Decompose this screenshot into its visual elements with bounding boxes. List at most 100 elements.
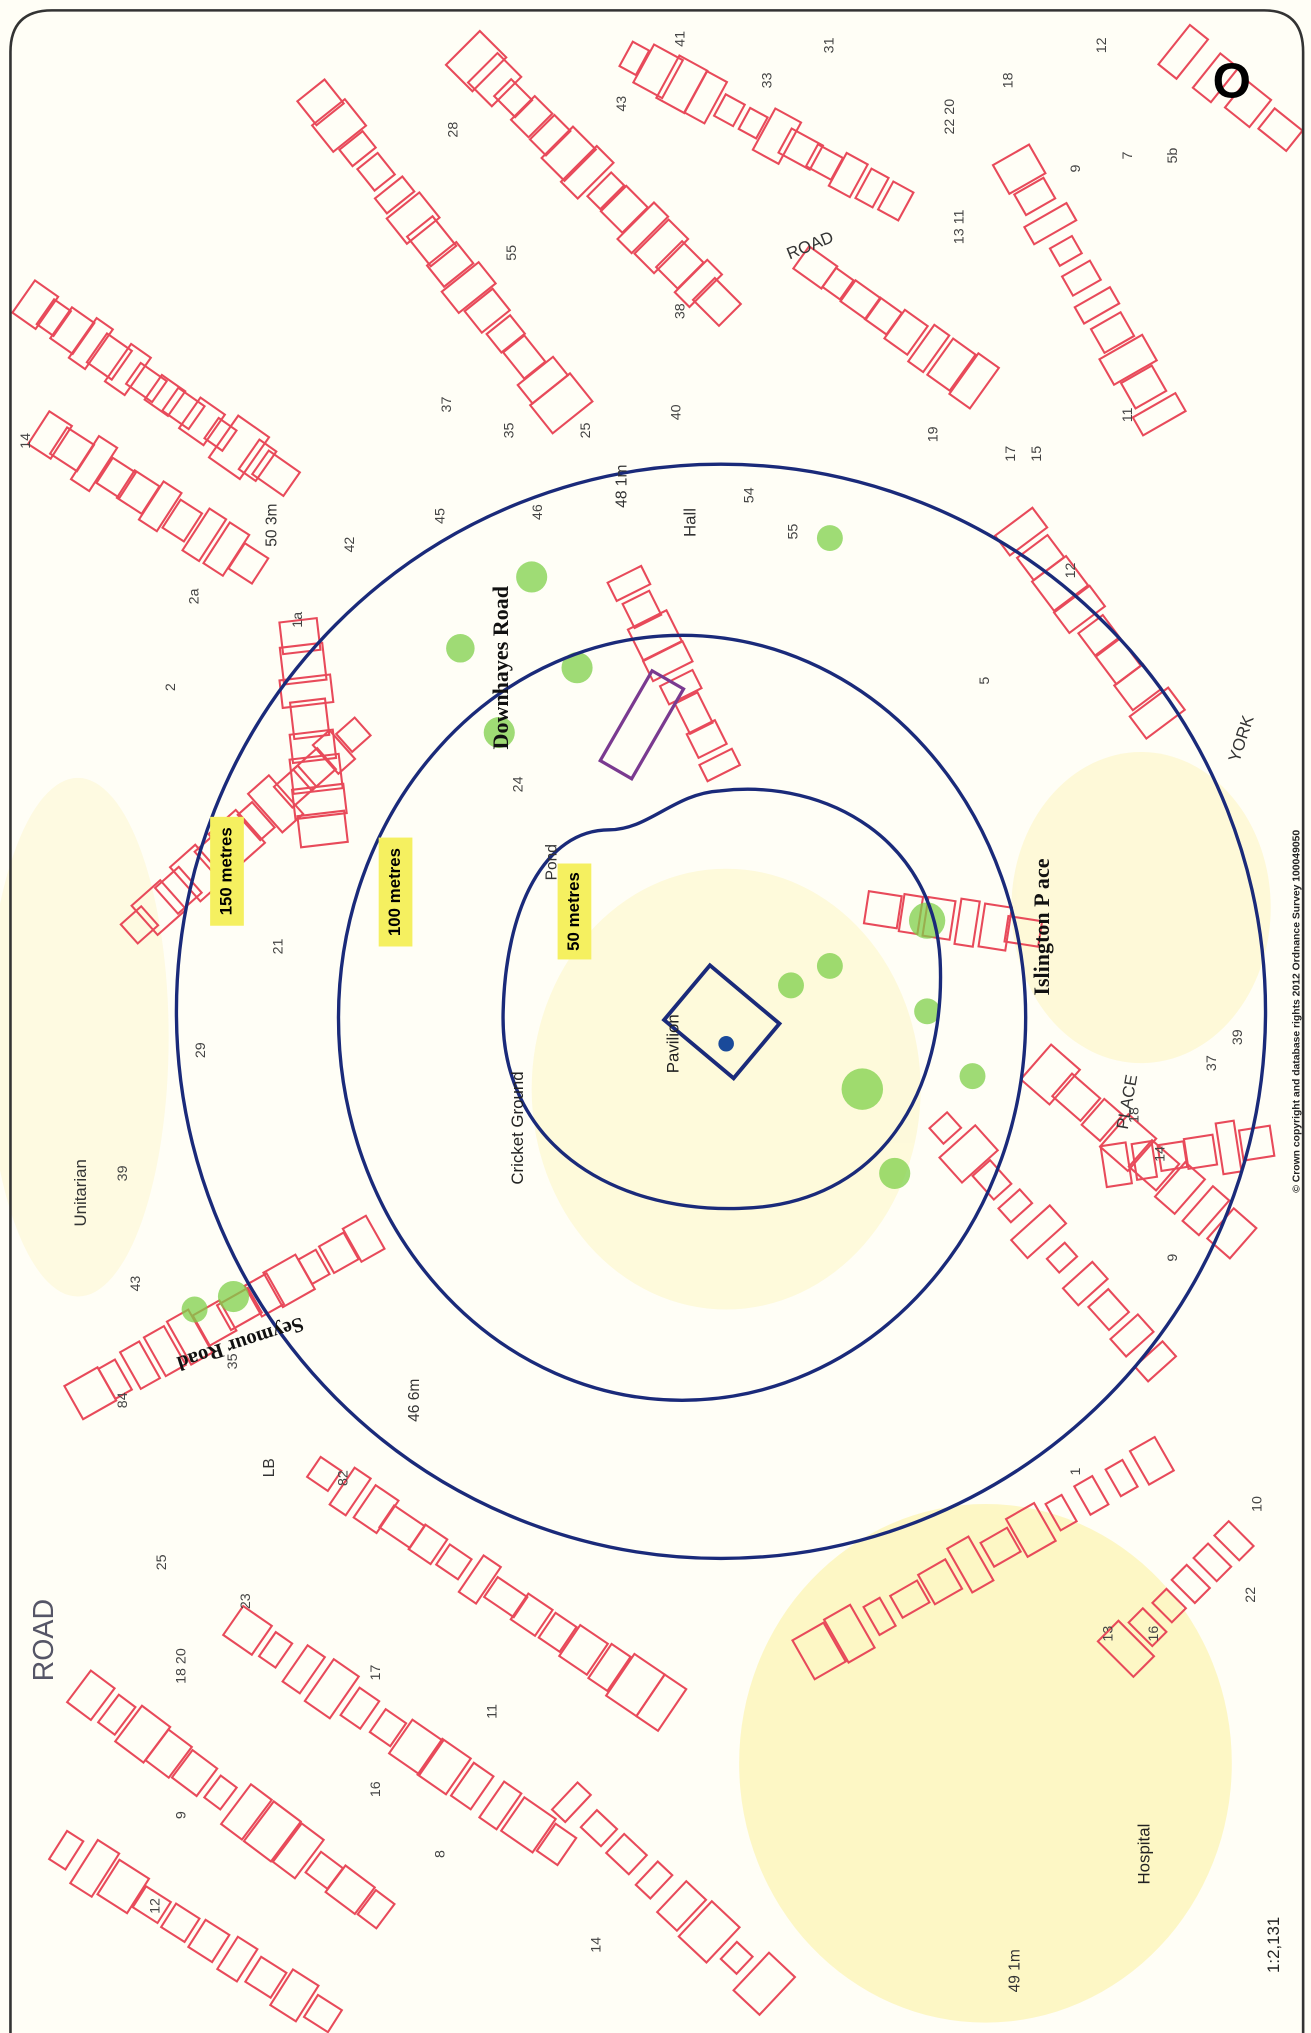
house-number: 23 [238, 1593, 254, 1609]
building [334, 716, 373, 754]
building [69, 434, 119, 493]
house-number: 82 [335, 1470, 351, 1486]
frame [9, 9, 1305, 2033]
building [1019, 1043, 1082, 1106]
building [250, 449, 302, 498]
map-label: 50 metres [564, 872, 583, 951]
house-number: 39 [1230, 1029, 1246, 1045]
building [131, 1884, 173, 1925]
building [1128, 686, 1187, 741]
house-number: 29 [193, 1042, 209, 1058]
building [1076, 613, 1121, 658]
building [876, 180, 915, 222]
house-number: 16 [368, 1781, 384, 1797]
building [153, 865, 204, 916]
building [685, 718, 729, 760]
building [1108, 1312, 1155, 1358]
building [1048, 234, 1084, 268]
building [997, 1187, 1034, 1224]
building [991, 143, 1047, 196]
building [1133, 1339, 1178, 1383]
house-number: 9 [173, 1811, 189, 1819]
building [68, 1838, 121, 1899]
building [537, 1611, 578, 1654]
building [466, 51, 523, 108]
building [682, 69, 729, 125]
building [535, 1822, 578, 1867]
building [492, 77, 534, 119]
house-number: 1 [1068, 1468, 1084, 1476]
house-number: 45 [433, 508, 449, 524]
house-number: 35 [501, 422, 517, 438]
building [938, 1123, 1000, 1184]
building [658, 668, 703, 706]
building [103, 342, 153, 397]
building [925, 337, 977, 393]
building [243, 1955, 288, 2000]
building [1098, 1112, 1158, 1173]
building [732, 1951, 797, 2017]
house-number: 54 [741, 487, 757, 503]
map-label: Cricket Ground [508, 1071, 527, 1184]
building [317, 1231, 361, 1275]
building [161, 498, 204, 543]
building [242, 1799, 303, 1863]
building [633, 218, 690, 275]
building [207, 414, 271, 481]
map-label: 100 metres [385, 848, 404, 936]
building [47, 1829, 85, 1871]
building [953, 897, 981, 948]
map-label: ROAD [28, 1599, 60, 1681]
house-number: 12 [1094, 37, 1110, 53]
building [1223, 78, 1273, 129]
building [691, 276, 743, 328]
building [159, 1902, 201, 1944]
building [170, 1748, 219, 1798]
building [236, 800, 277, 842]
building [1170, 1563, 1212, 1605]
building [1045, 1241, 1079, 1275]
building [1086, 1287, 1131, 1332]
building [95, 456, 138, 500]
map-label: Downhayes Road [488, 586, 513, 749]
building [888, 1579, 931, 1620]
building [1060, 259, 1103, 298]
building [337, 129, 378, 168]
map-label: O [1213, 53, 1251, 108]
building [1153, 1160, 1207, 1216]
building [97, 1358, 134, 1401]
building [606, 564, 652, 603]
building [599, 184, 650, 235]
building [271, 1821, 326, 1880]
building [499, 1795, 558, 1854]
house-number: 55 [785, 524, 801, 540]
map-label: 49 1m [1006, 1949, 1023, 1992]
house-number: 22 [1243, 1587, 1259, 1603]
map-label: 46 6m [406, 1379, 423, 1422]
building [35, 297, 73, 338]
building [118, 1340, 162, 1391]
house-number: 15 [1029, 446, 1045, 462]
house-number: 17 [1003, 446, 1019, 462]
map-label: 50 3m [263, 503, 280, 546]
building [737, 106, 770, 140]
building [278, 641, 328, 686]
building [246, 773, 305, 834]
house-number: 17 [368, 1665, 384, 1681]
building [10, 279, 60, 331]
building [368, 1707, 408, 1748]
house-number: 10 [1250, 1496, 1266, 1512]
building [434, 1543, 473, 1581]
building [444, 29, 508, 93]
building [1150, 1587, 1188, 1624]
building [641, 640, 694, 683]
building [268, 1968, 320, 2023]
map-label: Islington P ace [1029, 858, 1054, 995]
building [528, 371, 594, 435]
building [425, 240, 475, 289]
map-label: 150 metres [216, 827, 235, 915]
building [1119, 364, 1168, 410]
building [916, 1557, 964, 1606]
building [1022, 201, 1078, 246]
building [528, 113, 572, 157]
